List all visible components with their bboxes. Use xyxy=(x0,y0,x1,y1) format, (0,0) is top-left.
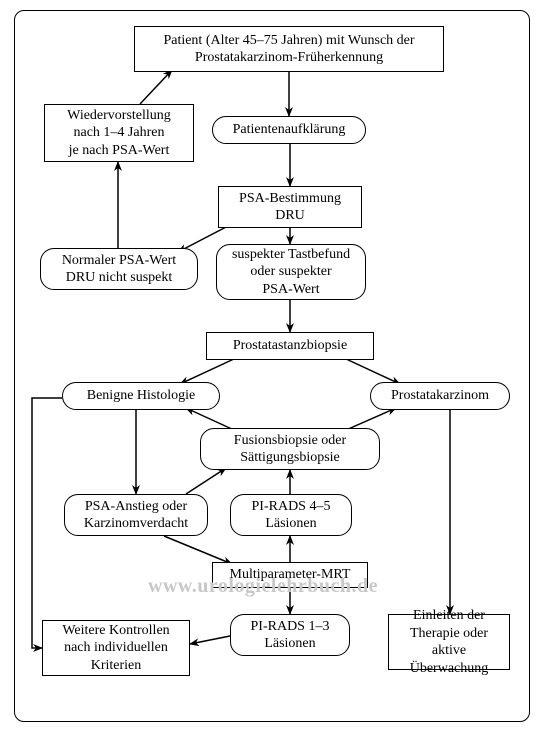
node-n_start: Patient (Alter 45–75 Jahren) mit Wunsch … xyxy=(134,26,444,72)
node-n_wieder: Wiedervorstellungnach 1–4 Jahrenje nach … xyxy=(44,104,194,162)
node-n_aufkl: Patientenaufklärung xyxy=(212,116,366,144)
node-n_weitere: Weitere Kontrollennach individuellenKrit… xyxy=(42,620,190,676)
node-n_benign: Benigne Histologie xyxy=(62,382,220,410)
node-n_normal: Normaler PSA-WertDRU nicht suspekt xyxy=(40,248,198,290)
node-n_suspekt: suspekter Tastbefundoder suspekterPSA-We… xyxy=(216,244,366,300)
node-n_biop: Prostatastanzbiopsie xyxy=(206,332,374,360)
watermark: www.urologielehrbuch.de xyxy=(148,575,378,598)
node-n_anstieg: PSA-Anstieg oderKarzinomverdacht xyxy=(64,494,208,536)
node-n_karz: Prostatakarzinom xyxy=(370,382,510,410)
node-n_einl: Einleiten derTherapie oder aktiveÜberwac… xyxy=(388,614,510,670)
node-n_fusion: Fusionsbiopsie oderSättigungsbiopsie xyxy=(200,428,380,470)
node-n_pr13: PI-RADS 1–3Läsionen xyxy=(230,614,350,656)
flowchart-canvas: Patient (Alter 45–75 Jahren) mit Wunsch … xyxy=(0,0,544,732)
node-n_psa: PSA-BestimmungDRU xyxy=(218,186,362,228)
node-n_pr45: PI-RADS 4–5Läsionen xyxy=(230,494,352,536)
